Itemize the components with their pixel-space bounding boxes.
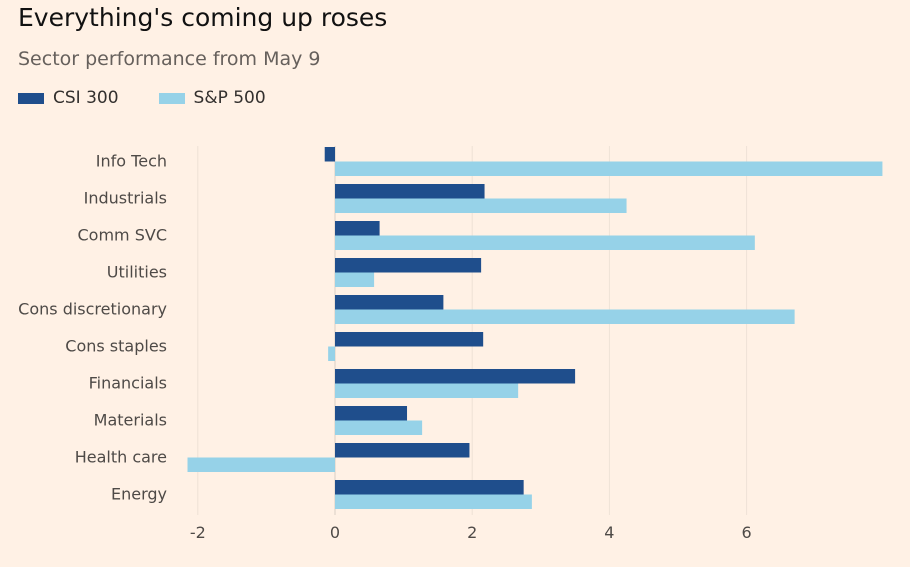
- category-label-0: Info Tech: [96, 152, 167, 171]
- category-label-3: Utilities: [107, 263, 167, 282]
- bar-csi-300-9: [335, 480, 524, 495]
- bar-sp-500-4: [335, 309, 795, 324]
- category-label-1: Industrials: [84, 189, 167, 208]
- legend-label-csi-300: CSI 300: [53, 88, 119, 108]
- legend-label-sp-500: S&P 500: [193, 88, 266, 108]
- bar-sp-500-1: [335, 198, 627, 213]
- x-tick-label-3: 4: [604, 523, 614, 542]
- category-label-2: Comm SVC: [78, 226, 168, 245]
- bar-csi-300-8: [335, 443, 470, 458]
- legend: CSI 300 S&P 500: [18, 86, 306, 110]
- bar-csi-300-1: [335, 184, 485, 199]
- category-label-6: Financials: [89, 374, 167, 393]
- bar-csi-300-5: [335, 332, 484, 347]
- bar-sp-500-5: [328, 346, 335, 361]
- bar-csi-300-3: [335, 258, 482, 273]
- legend-item-sp-500: S&P 500: [158, 88, 266, 108]
- bar-csi-300-6: [335, 369, 576, 384]
- chart-subtitle: Sector performance from May 9: [18, 48, 321, 70]
- bar-sp-500-8: [187, 457, 335, 472]
- x-tick-label-4: 6: [742, 523, 752, 542]
- category-label-4: Cons discretionary: [18, 300, 167, 319]
- bar-sp-500-6: [335, 383, 519, 398]
- category-label-5: Cons staples: [65, 337, 167, 356]
- bar-csi-300-7: [335, 406, 408, 421]
- x-tick-label-0: -2: [190, 523, 206, 542]
- x-tick-label-2: 2: [467, 523, 477, 542]
- bar-csi-300-2: [335, 221, 380, 236]
- bar-csi-300-0: [324, 147, 335, 162]
- legend-swatch-csi-300: [18, 92, 44, 104]
- x-tick-label-1: 0: [330, 523, 340, 542]
- bar-csi-300-4: [335, 295, 444, 310]
- category-label-7: Materials: [94, 411, 167, 430]
- category-label-8: Health care: [75, 448, 167, 467]
- legend-swatch-sp-500: [158, 92, 185, 104]
- bar-sp-500-3: [335, 272, 375, 287]
- bar-sp-500-9: [335, 494, 532, 509]
- bar-sp-500-7: [335, 420, 423, 435]
- legend-item-csi-300: CSI 300: [18, 88, 119, 108]
- bar-sp-500-2: [335, 235, 755, 250]
- chart-title: Everything's coming up roses: [18, 3, 388, 32]
- category-label-9: Energy: [111, 485, 167, 504]
- bar-sp-500-0: [335, 161, 883, 176]
